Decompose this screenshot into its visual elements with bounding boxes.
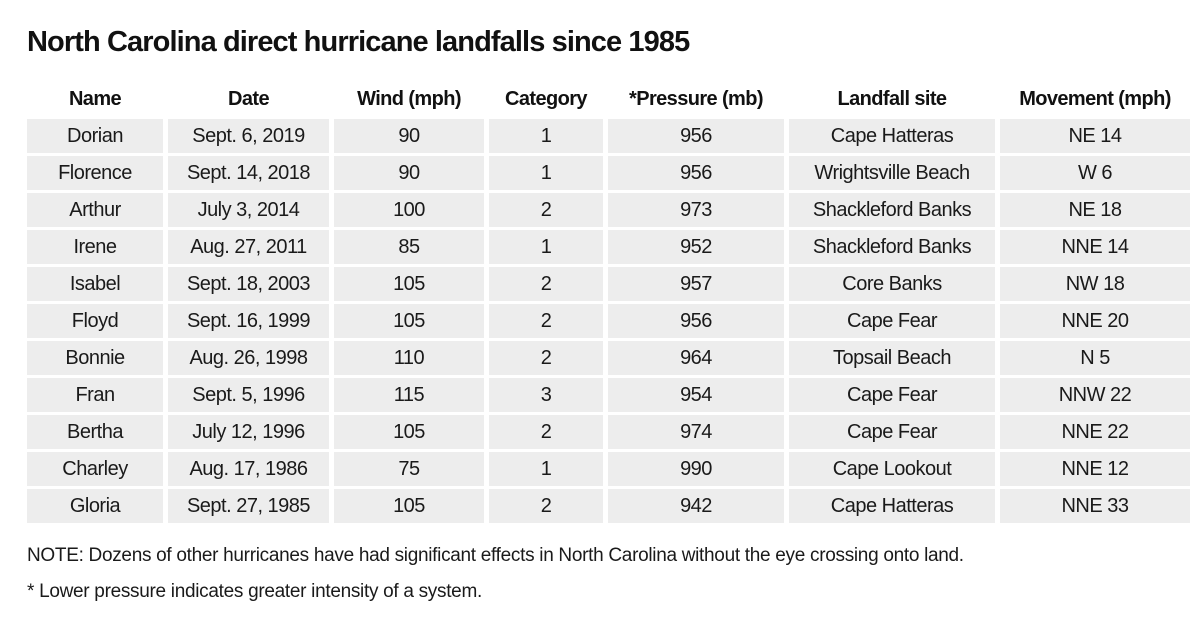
table-cell-date: Aug. 17, 1986 xyxy=(168,452,329,486)
column-header-name: Name xyxy=(68,87,122,110)
table-cell-landfall-site: Core Banks xyxy=(789,267,995,301)
column-header-date: Date xyxy=(228,87,270,110)
column-header-category: Category xyxy=(505,87,587,110)
table-cell-name: Gloria xyxy=(27,489,163,523)
table-cell-movement: NNE 14 xyxy=(1000,230,1190,264)
column-header-wind: Wind (mph) xyxy=(357,87,461,110)
table-cell-name: Isabel xyxy=(27,267,163,301)
table-cell-landfall-site: Cape Fear xyxy=(789,378,995,412)
table-cell-date: Aug. 27, 2011 xyxy=(168,230,329,264)
table-cell-category: 2 xyxy=(489,489,603,523)
table-cell-date: Aug. 26, 1998 xyxy=(168,341,329,375)
table-cell-wind: 115 xyxy=(334,378,484,412)
table-cell-category: 2 xyxy=(489,267,603,301)
table-cell-date: Sept. 14, 2018 xyxy=(168,156,329,190)
column-header-pressure: *Pressure (mb) xyxy=(629,87,763,110)
column-header-landfall-site: Landfall site xyxy=(837,87,947,110)
table-cell-name: Fran xyxy=(27,378,163,412)
table-cell-movement: N 5 xyxy=(1000,341,1190,375)
table-cell-category: 3 xyxy=(489,378,603,412)
table-cell-wind: 105 xyxy=(334,415,484,449)
table-cell-landfall-site: Cape Fear xyxy=(789,415,995,449)
table-cell-landfall-site: Shackleford Banks xyxy=(789,193,995,227)
table-cell-movement: W 6 xyxy=(1000,156,1190,190)
table-cell-movement: NE 14 xyxy=(1000,119,1190,153)
table-cell-category: 2 xyxy=(489,193,603,227)
table-cell-wind: 75 xyxy=(334,452,484,486)
table-cell-movement: NNW 22 xyxy=(1000,378,1190,412)
table-cell-landfall-site: Wrightsville Beach xyxy=(789,156,995,190)
table-cell-date: July 3, 2014 xyxy=(168,193,329,227)
table-cell-movement: NNE 20 xyxy=(1000,304,1190,338)
table-cell-wind: 105 xyxy=(334,304,484,338)
table-cell-category: 1 xyxy=(489,230,603,264)
table-cell-pressure: 974 xyxy=(608,415,784,449)
table-cell-date: Sept. 6, 2019 xyxy=(168,119,329,153)
table-cell-pressure: 956 xyxy=(608,119,784,153)
table-cell-movement: NNE 33 xyxy=(1000,489,1190,523)
table-cell-name: Dorian xyxy=(27,119,163,153)
footnote-text: * Lower pressure indicates greater inten… xyxy=(27,581,482,602)
table-cell-date: Sept. 18, 2003 xyxy=(168,267,329,301)
table-cell-name: Bonnie xyxy=(27,341,163,375)
table-cell-wind: 100 xyxy=(334,193,484,227)
table-cell-pressure: 954 xyxy=(608,378,784,412)
table-cell-name: Florence xyxy=(27,156,163,190)
table-cell-wind: 105 xyxy=(334,489,484,523)
table-cell-landfall-site: Cape Fear xyxy=(789,304,995,338)
table-cell-movement: NNE 22 xyxy=(1000,415,1190,449)
table-cell-category: 1 xyxy=(489,156,603,190)
table-cell-category: 1 xyxy=(489,452,603,486)
table-cell-wind: 90 xyxy=(334,119,484,153)
table-cell-pressure: 952 xyxy=(608,230,784,264)
table-cell-name: Irene xyxy=(27,230,163,264)
table-cell-wind: 85 xyxy=(334,230,484,264)
table-cell-wind: 110 xyxy=(334,341,484,375)
table-cell-date: Sept. 5, 1996 xyxy=(168,378,329,412)
table-cell-name: Bertha xyxy=(27,415,163,449)
table-cell-pressure: 956 xyxy=(608,304,784,338)
table-cell-movement: NW 18 xyxy=(1000,267,1190,301)
table-cell-landfall-site: Shackleford Banks xyxy=(789,230,995,264)
table-cell-date: Sept. 16, 1999 xyxy=(168,304,329,338)
column-header-movement: Movement (mph) xyxy=(1019,87,1171,110)
table-cell-name: Charley xyxy=(27,452,163,486)
table-cell-name: Floyd xyxy=(27,304,163,338)
table-cell-landfall-site: Cape Hatteras xyxy=(789,489,995,523)
hurricane-table: Name Date Wind (mph) Category *Pressure (mb)… xyxy=(27,82,1190,523)
table-cell-wind: 105 xyxy=(334,267,484,301)
note-text: NOTE: Dozens of other hurricanes have ha… xyxy=(27,545,964,566)
table-cell-category: 2 xyxy=(489,341,603,375)
table-cell-landfall-site: Topsail Beach xyxy=(789,341,995,375)
table-cell-name: Arthur xyxy=(27,193,163,227)
table-cell-category: 2 xyxy=(489,304,603,338)
page-title: North Carolina direct hurricane landfall… xyxy=(27,26,690,58)
table-cell-date: July 12, 1996 xyxy=(168,415,329,449)
table-cell-pressure: 964 xyxy=(608,341,784,375)
table-cell-wind: 90 xyxy=(334,156,484,190)
table-cell-landfall-site: Cape Hatteras xyxy=(789,119,995,153)
table-cell-category: 2 xyxy=(489,415,603,449)
table-cell-landfall-site: Cape Lookout xyxy=(789,452,995,486)
table-cell-pressure: 956 xyxy=(608,156,784,190)
table-cell-movement: NE 18 xyxy=(1000,193,1190,227)
table-cell-category: 1 xyxy=(489,119,603,153)
table-cell-pressure: 942 xyxy=(608,489,784,523)
table-cell-date: Sept. 27, 1985 xyxy=(168,489,329,523)
table-cell-pressure: 990 xyxy=(608,452,784,486)
table-cell-pressure: 957 xyxy=(608,267,784,301)
table-cell-pressure: 973 xyxy=(608,193,784,227)
table-cell-movement: NNE 12 xyxy=(1000,452,1190,486)
